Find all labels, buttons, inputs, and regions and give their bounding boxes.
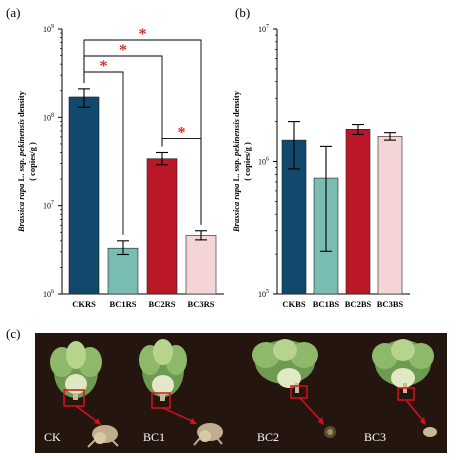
arrow-bc3 (405, 399, 425, 423)
plant-bc1-image (139, 339, 187, 401)
y-tick-label: 106 (43, 289, 54, 299)
y-tick-label: 108 (43, 112, 54, 122)
root-closeup-bc2 (324, 426, 336, 438)
root-box-ck (63, 389, 85, 407)
arrowhead-bc3 (420, 417, 426, 425)
plant-ck-image (50, 341, 102, 400)
y-tick-label: 105 (258, 289, 269, 299)
panel-b-label: (b) (235, 5, 250, 20)
significance-bracket (161, 138, 202, 225)
y-tick-label: 107 (43, 201, 54, 211)
x-tick-label: CKRS (72, 299, 96, 309)
photo-label-bc3: BC3 (364, 430, 386, 444)
root-box-bc2 (290, 385, 308, 399)
photo-label-ck: CK (44, 430, 61, 444)
bar-bc1rs (107, 247, 139, 295)
significance-bracket (83, 55, 163, 147)
arrow-ck (75, 405, 100, 424)
bar-bc2bs (345, 128, 371, 295)
plant-bc3-image (372, 339, 434, 393)
y-axis-unit: ( copies/g ) (27, 142, 37, 181)
significance-star: * (139, 26, 147, 43)
x-tick-label: BC1BS (313, 299, 340, 309)
significance-star: * (119, 42, 127, 59)
x-tick-label: BC2RS (149, 299, 176, 309)
y-axis-unit: ( copies/g ) (242, 142, 252, 181)
bar-bc2rs (146, 158, 178, 295)
significance-bracket (83, 71, 124, 235)
arrow-bc2 (299, 397, 323, 423)
photo-label-bc1: BC1 (143, 430, 165, 444)
bar-bc3rs (185, 235, 217, 295)
plant-photo-panel: CK BC1 BC2 BC3 (35, 333, 447, 453)
bar-bc3bs (377, 135, 403, 295)
panel-c-label: (c) (6, 326, 20, 341)
x-tick-label: CKBS (282, 299, 305, 309)
significance-star: * (100, 58, 108, 75)
plant-bc2-image (252, 339, 318, 393)
y-axis-label: Brassica rapa L. ssp. pekinensis density (231, 90, 241, 233)
root-closeup-bc1 (193, 423, 223, 446)
photo-label-bc2: BC2 (257, 430, 279, 444)
y-tick-label: 106 (258, 157, 269, 167)
chart-b: 105 106 107 Brassica rapa L. ssp. pekinensi… (231, 24, 410, 309)
x-tick-label: BC3RS (188, 299, 215, 309)
x-tick-label: BC3BS (377, 299, 404, 309)
bar-ckrs (68, 96, 100, 295)
root-closeup-bc3 (423, 427, 437, 437)
x-tick-label: BC2BS (345, 299, 372, 309)
root-closeup-ck (87, 425, 119, 448)
arrow-bc1 (162, 407, 195, 423)
significance-star: * (178, 124, 186, 141)
arrowhead-bc2 (318, 417, 324, 425)
y-tick-label: 107 (258, 24, 269, 34)
y-tick-label: 109 (43, 24, 54, 34)
arrowhead-bc1 (190, 418, 197, 424)
arrowhead-ck (94, 418, 101, 425)
root-box-bc1 (151, 392, 171, 409)
chart-a: 106 107 108 109 Brassica rapa L. ssp. pekine… (16, 24, 224, 309)
panel-a-label: (a) (6, 5, 20, 20)
x-tick-label: BC1RS (110, 299, 137, 309)
y-axis-label: Brassica rapa L. ssp. pekinensis density (16, 90, 26, 233)
